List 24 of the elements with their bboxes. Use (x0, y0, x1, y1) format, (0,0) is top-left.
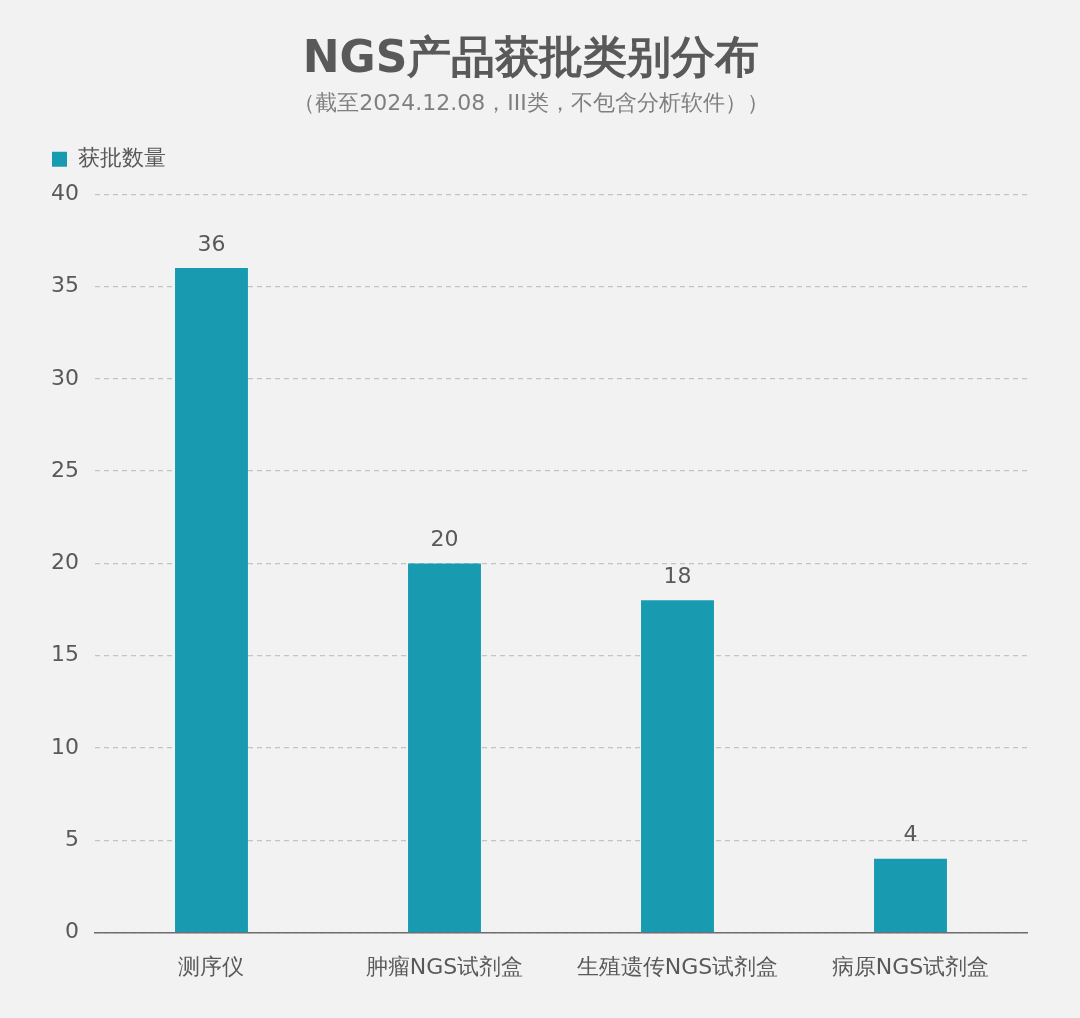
data-label: 18 (663, 563, 692, 589)
bar (874, 858, 947, 932)
y-tick-label: 35 (50, 272, 79, 298)
y-tick-label: 25 (50, 456, 79, 482)
bar (175, 268, 248, 932)
bar (408, 563, 481, 932)
data-label: 20 (430, 526, 459, 552)
chart-title: NGS产品获批类别分布 (302, 30, 760, 82)
y-tick-label: 30 (50, 364, 79, 390)
y-tick-label: 20 (50, 549, 79, 575)
y-tick-label: 15 (50, 641, 79, 667)
y-tick-label: 0 (64, 918, 79, 944)
y-tick-label: 10 (50, 733, 79, 759)
y-tick-label: 5 (64, 826, 79, 852)
y-tick-label: 40 (50, 179, 79, 205)
x-tick-label: 生殖遗传NGS试剂盒 (576, 953, 779, 979)
data-label: 4 (903, 821, 918, 847)
bar (641, 600, 714, 932)
x-tick-label: 肿瘤NGS试剂盒 (365, 953, 524, 979)
x-tick-label: 测序仪 (178, 953, 245, 979)
chart-subtitle: （截至2024.12.08，III类，不包含分析软件）） (293, 89, 769, 115)
legend-label: 获批数量 (78, 144, 166, 170)
data-label: 36 (197, 230, 226, 256)
x-tick-label: 病原NGS试剂盒 (831, 953, 990, 979)
